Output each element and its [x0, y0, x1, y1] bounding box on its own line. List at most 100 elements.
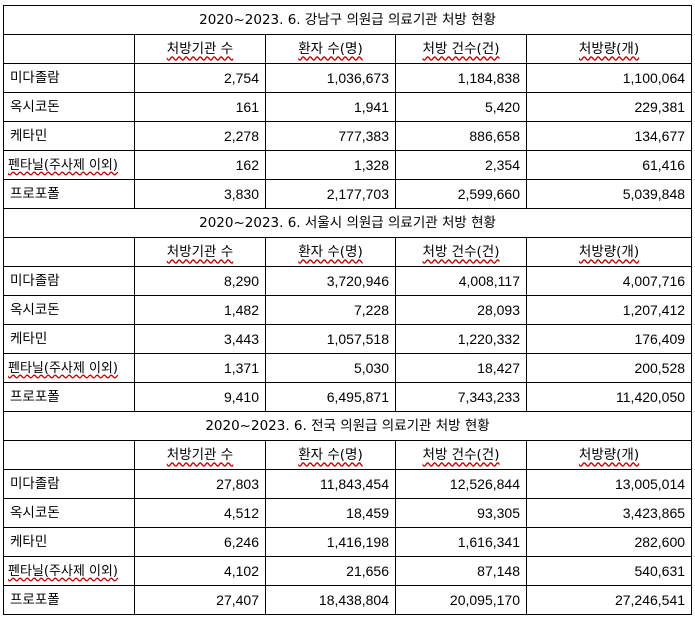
header-quantity: 처방량(개): [525, 440, 693, 470]
prescriptions-cell: 5,420: [395, 92, 527, 122]
table-row: 케타민 2,278 777,383 886,658 134,677: [3, 121, 693, 151]
institutions-cell: 9,410: [134, 382, 266, 412]
prescriptions-cell: 28,093: [395, 295, 527, 325]
patients-cell: 6,495,871: [265, 382, 396, 412]
institutions-cell: 2,754: [134, 63, 266, 93]
prescriptions-cell: 1,616,341: [395, 527, 527, 557]
quantity-cell: 13,005,014: [525, 469, 693, 499]
prescriptions-cell: 2,599,660: [395, 179, 527, 209]
patients-cell: 21,656: [265, 556, 396, 586]
quantity-cell: 11,420,050: [525, 382, 693, 412]
patients-cell: 3,720,946: [265, 266, 396, 296]
prescriptions-cell: 886,658: [395, 121, 527, 151]
table-row: 미다졸람 2,754 1,036,673 1,184,838 1,100,064: [3, 63, 693, 93]
prescriptions-cell: 4,008,117: [395, 266, 527, 296]
section-title-row: 2020~2023. 6. 서울시 의원급 의료기관 처방 현황: [2, 208, 693, 238]
institutions-cell: 161: [134, 92, 266, 122]
header-prescribing-institutions: 처방기관 수: [134, 34, 266, 64]
patients-cell: 1,328: [265, 150, 396, 180]
header-corner-cell: [3, 237, 135, 267]
header-row: 처방기관 수 환자 수(명) 처방 건수(건) 처방량(개): [3, 237, 693, 267]
drug-name-cell: 케타민: [3, 121, 135, 151]
institutions-cell: 2,278: [134, 121, 266, 151]
prescription-table: 2020~2023. 6. 강남구 의원급 의료기관 처방 현황 처방기관 수 …: [2, 5, 693, 615]
header-patients: 환자 수(명): [265, 237, 396, 267]
header-prescribing-institutions: 처방기관 수: [134, 440, 266, 470]
quantity-cell: 1,100,064: [525, 63, 693, 93]
table-row: 케타민 3,443 1,057,518 1,220,332 176,409: [3, 324, 693, 354]
header-row: 처방기관 수 환자 수(명) 처방 건수(건) 처방량(개): [3, 34, 693, 64]
quantity-cell: 540,631: [525, 556, 693, 586]
drug-name-cell: 케타민: [3, 527, 135, 557]
table-row: 펜타닐(주사제 이외) 162 1,328 2,354 61,416: [3, 150, 693, 180]
quantity-cell: 200,528: [525, 353, 693, 383]
prescriptions-cell: 1,220,332: [395, 324, 527, 354]
table-row: 옥시코돈 1,482 7,228 28,093 1,207,412: [3, 295, 693, 325]
quantity-cell: 27,246,541: [525, 585, 693, 615]
drug-name-cell: 미다졸람: [3, 469, 135, 499]
patients-cell: 18,459: [265, 498, 396, 528]
drug-name-cell: 프로포폴: [3, 382, 135, 412]
drug-name-cell: 프로포폴: [3, 585, 135, 615]
institutions-cell: 27,803: [134, 469, 266, 499]
prescriptions-cell: 2,354: [395, 150, 527, 180]
quantity-cell: 134,677: [525, 121, 693, 151]
patients-cell: 2,177,703: [265, 179, 396, 209]
drug-name-text: 펜타닐(주사제 이외): [8, 157, 118, 173]
section-title: 2020~2023. 6. 강남구 의원급 의료기관 처방 현황: [2, 5, 693, 35]
patients-cell: 1,416,198: [265, 527, 396, 557]
institutions-cell: 27,407: [134, 585, 266, 615]
table-row: 케타민 6,246 1,416,198 1,616,341 282,600: [3, 527, 693, 557]
drug-name-text: 펜타닐(주사제 이외): [8, 360, 118, 376]
header-row: 처방기관 수 환자 수(명) 처방 건수(건) 처방량(개): [3, 440, 693, 470]
header-patients: 환자 수(명): [265, 34, 396, 64]
quantity-cell: 282,600: [525, 527, 693, 557]
header-corner-cell: [3, 440, 135, 470]
quantity-cell: 1,207,412: [525, 295, 693, 325]
prescriptions-cell: 12,526,844: [395, 469, 527, 499]
table-row: 펜타닐(주사제 이외) 4,102 21,656 87,148 540,631: [3, 556, 693, 586]
patients-cell: 5,030: [265, 353, 396, 383]
institutions-cell: 4,512: [134, 498, 266, 528]
patients-cell: 18,438,804: [265, 585, 396, 615]
patients-cell: 1,941: [265, 92, 396, 122]
header-prescriptions: 처방 건수(건): [395, 440, 527, 470]
section-title-row: 2020~2023. 6. 전국 의원급 의료기관 처방 현황: [2, 411, 693, 441]
drug-name-text: 펜타닐(주사제 이외): [8, 563, 118, 579]
section-title: 2020~2023. 6. 서울시 의원급 의료기관 처방 현황: [2, 208, 693, 238]
institutions-cell: 4,102: [134, 556, 266, 586]
section-title-row: 2020~2023. 6. 강남구 의원급 의료기관 처방 현황: [2, 5, 693, 35]
patients-cell: 11,843,454: [265, 469, 396, 499]
drug-name-cell: 옥시코돈: [3, 295, 135, 325]
drug-name-cell: 펜타닐(주사제 이외): [3, 353, 135, 383]
quantity-cell: 176,409: [525, 324, 693, 354]
header-patients: 환자 수(명): [265, 440, 396, 470]
prescriptions-cell: 93,305: [395, 498, 527, 528]
prescriptions-cell: 20,095,170: [395, 585, 527, 615]
drug-name-cell: 펜타닐(주사제 이외): [3, 556, 135, 586]
institutions-cell: 6,246: [134, 527, 266, 557]
table-row: 옥시코돈 161 1,941 5,420 229,381: [3, 92, 693, 122]
table-row: 옥시코돈 4,512 18,459 93,305 3,423,865: [3, 498, 693, 528]
patients-cell: 1,036,673: [265, 63, 396, 93]
prescriptions-cell: 1,184,838: [395, 63, 527, 93]
institutions-cell: 1,371: [134, 353, 266, 383]
table-row: 미다졸람 27,803 11,843,454 12,526,844 13,005…: [3, 469, 693, 499]
section-title: 2020~2023. 6. 전국 의원급 의료기관 처방 현황: [2, 411, 693, 441]
institutions-cell: 3,443: [134, 324, 266, 354]
quantity-cell: 61,416: [525, 150, 693, 180]
header-quantity: 처방량(개): [525, 34, 693, 64]
patients-cell: 777,383: [265, 121, 396, 151]
header-prescriptions: 처방 건수(건): [395, 34, 527, 64]
quantity-cell: 229,381: [525, 92, 693, 122]
drug-name-cell: 옥시코돈: [3, 498, 135, 528]
table-row: 미다졸람 8,290 3,720,946 4,008,117 4,007,716: [3, 266, 693, 296]
quantity-cell: 3,423,865: [525, 498, 693, 528]
institutions-cell: 1,482: [134, 295, 266, 325]
quantity-cell: 5,039,848: [525, 179, 693, 209]
institutions-cell: 8,290: [134, 266, 266, 296]
quantity-cell: 4,007,716: [525, 266, 693, 296]
drug-name-cell: 미다졸람: [3, 63, 135, 93]
header-quantity: 처방량(개): [525, 237, 693, 267]
prescription-status-sheet: 2020~2023. 6. 강남구 의원급 의료기관 처방 현황 처방기관 수 …: [2, 5, 693, 615]
